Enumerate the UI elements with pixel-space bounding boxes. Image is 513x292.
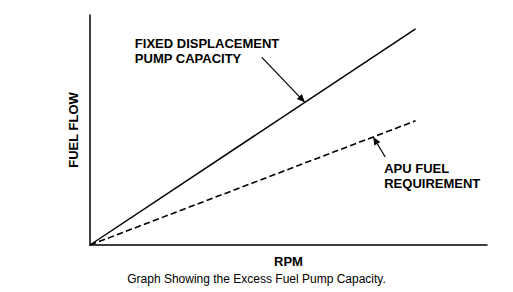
svg-text:REQUIREMENT: REQUIREMENT <box>384 176 480 191</box>
svg-text:FIXED DISPLACEMENT: FIXED DISPLACEMENT <box>135 36 280 51</box>
svg-text:PUMP CAPACITY: PUMP CAPACITY <box>135 51 242 66</box>
svg-text:APU FUEL: APU FUEL <box>384 161 449 176</box>
svg-text:RPM: RPM <box>274 254 303 269</box>
svg-text:Graph Showing the Excess Fuel: Graph Showing the Excess Fuel Pump Capac… <box>127 272 386 286</box>
svg-text:FUEL FLOW: FUEL FLOW <box>66 91 81 167</box>
